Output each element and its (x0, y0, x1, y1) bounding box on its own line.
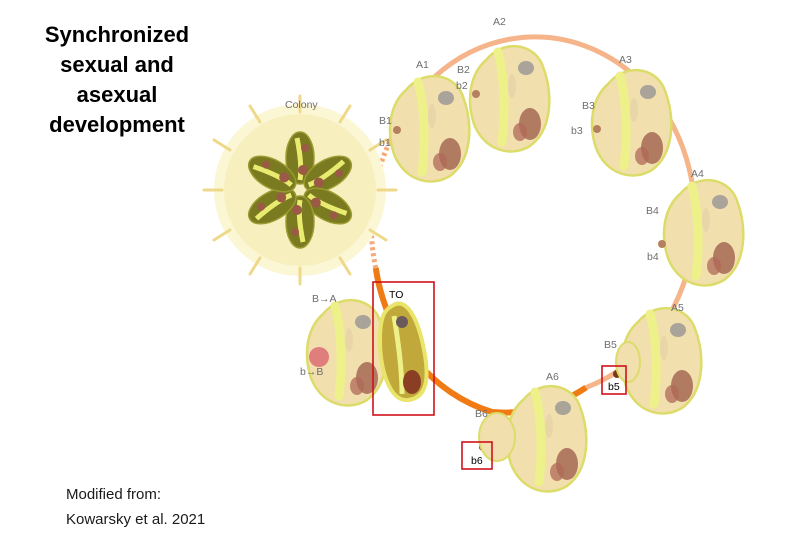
bud-b-to-B (309, 347, 329, 367)
zooid-A3 (592, 70, 671, 175)
label-A3: A3 (619, 54, 632, 66)
source-note-line2: Kowarsky et al. 2021 (66, 511, 206, 528)
bud-B5 (615, 341, 641, 383)
b6-highlight-box (461, 441, 493, 470)
label-A6: A6 (546, 371, 559, 383)
cycle-ring-dotted-segment (368, 140, 392, 269)
bud-b1 (393, 126, 401, 134)
label-B1: B1 (379, 115, 392, 127)
bud-b2 (472, 90, 480, 98)
label-b4: b4 (647, 251, 659, 263)
zooid-takeover (377, 301, 429, 403)
figure-title: Synchronized sexual and asexual developm… (44, 22, 190, 137)
label-b2: b2 (456, 80, 468, 92)
label-B-to-A: B→A (312, 293, 337, 305)
label-A1: A1 (416, 59, 429, 71)
label-B2: B2 (457, 64, 470, 76)
b5-highlight-box (601, 365, 627, 395)
label-b6-highlighted: b6 (471, 455, 483, 467)
source-note-line1: Modified from: (66, 486, 162, 503)
colony-label: Colony (285, 99, 318, 111)
colony (202, 94, 398, 286)
label-b5-highlighted: b5 (608, 381, 620, 393)
label-TO: TO (389, 289, 403, 301)
label-b1: b1 (379, 137, 391, 149)
label-b-to-B: b→B (300, 366, 323, 378)
label-B5: B5 (604, 339, 617, 351)
takeover-highlight-box (372, 281, 435, 416)
label-B6: B6 (475, 408, 488, 420)
zooid-A6 (507, 386, 586, 491)
label-A4: A4 (691, 168, 704, 180)
bud-b3 (593, 125, 601, 133)
label-A5: A5 (671, 302, 684, 314)
label-A2: A2 (493, 16, 506, 28)
label-b3: b3 (571, 125, 583, 137)
bud-b4 (658, 240, 666, 248)
zooid-A2 (470, 46, 549, 151)
label-B3: B3 (582, 100, 595, 112)
bud-B6 (478, 412, 516, 462)
zooid-A4 (664, 180, 743, 285)
label-B4: B4 (646, 205, 659, 217)
